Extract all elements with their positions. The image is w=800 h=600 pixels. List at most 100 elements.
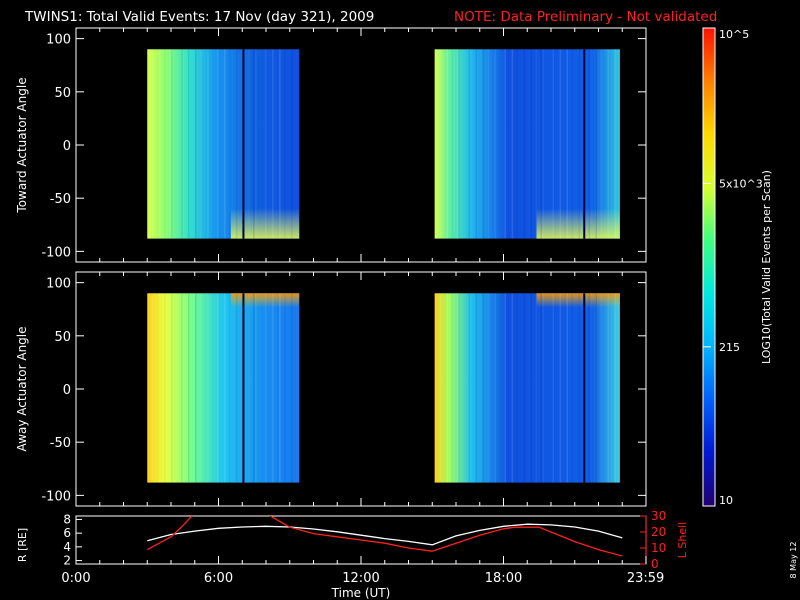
heatmap-striation — [445, 293, 446, 482]
colorbar-gradient — [702, 27, 716, 507]
heatmap-striation — [183, 49, 184, 238]
heatmap-striation — [588, 49, 590, 239]
heatmap-block — [147, 49, 300, 239]
heatmap-striation — [614, 49, 616, 239]
heatmap-striation — [456, 293, 458, 483]
heatmap-striation — [516, 293, 518, 483]
heatmap-striation — [600, 49, 602, 239]
heatmap-striation — [193, 49, 195, 239]
heatmap-striation — [468, 49, 470, 239]
heatmap-striation — [157, 49, 158, 238]
y-tick-label: 100 — [46, 33, 71, 48]
heatmap-striation — [296, 293, 297, 482]
heatmap-striation — [480, 49, 482, 239]
heatmap-striation — [219, 49, 221, 239]
heatmap-striation — [169, 293, 171, 483]
heatmap-striation — [552, 49, 554, 239]
heatmap-block — [434, 293, 620, 483]
heatmap-striation — [267, 49, 268, 238]
radius-line — [147, 523, 623, 546]
heatmap-striation — [590, 49, 592, 239]
heatmap-striation — [265, 293, 267, 483]
heatmap-striation — [529, 293, 530, 482]
heatmap-striation — [277, 293, 279, 483]
heatmap-striation — [152, 293, 154, 483]
heatmap-striation — [487, 49, 489, 239]
heatmap-striation — [578, 49, 580, 239]
heatmap-striation — [516, 49, 518, 239]
heatmap-striation — [458, 49, 460, 239]
x-tick-label: 23:59 — [627, 571, 664, 586]
y-tick-label: 4 — [63, 540, 71, 554]
time-axis-label: Time (UT) — [331, 586, 391, 600]
heatmap-striation — [229, 49, 231, 239]
heatmap-striation — [542, 49, 544, 239]
heatmap-striation — [255, 293, 257, 483]
heatmap-striation — [439, 49, 441, 239]
heatmap-striation — [451, 49, 453, 239]
y-tick-label: 6 — [63, 526, 71, 540]
toward-heatmap-panel: 100 50 0 -50 -100 Toward Actuator Angle — [15, 27, 647, 263]
colorbar-label: LOG10(Total Valid Events per Scan) — [760, 170, 773, 364]
data-gap-line — [583, 49, 586, 239]
y2-tick-label: 0 — [651, 557, 659, 571]
away-heatmap-panel: 100 50 0 -50 -100 Away Actuator Angle — [15, 271, 647, 507]
x-tick-label: 18:00 — [485, 571, 522, 586]
heatmap-striation — [253, 293, 255, 483]
heatmap-striation — [188, 49, 190, 239]
heatmap-striation — [439, 293, 441, 483]
heatmap-striation — [217, 49, 219, 239]
away-angle-label: Away Actuator Angle — [15, 326, 29, 451]
x-tick-label: 6:00 — [204, 571, 233, 586]
heatmap-striation — [555, 49, 556, 238]
heatmap-striation — [530, 49, 532, 239]
heatmap-block — [434, 49, 620, 239]
y-tick-label: -100 — [41, 245, 71, 260]
heatmap-striation — [540, 293, 542, 483]
heatmap-striation — [571, 49, 573, 239]
heatmap-striation — [504, 49, 506, 239]
heatmap-striation — [183, 293, 184, 482]
heatmap-striation — [229, 293, 231, 483]
heatmap-striation — [248, 293, 250, 483]
heatmap-striation — [159, 49, 161, 239]
heatmap-striation — [613, 293, 614, 482]
heatmap-highlight — [230, 208, 300, 239]
heatmap-striation — [159, 293, 161, 483]
y-tick-label: 50 — [54, 330, 71, 345]
heatmap-striation — [494, 293, 496, 483]
heatmap-striation — [212, 49, 213, 238]
heatmap-striation — [236, 49, 238, 239]
colorbar: 10 215 5x10^3 10^5 LOG10(Total Valid Events… — [702, 27, 773, 507]
heatmap-striation — [523, 49, 525, 239]
heatmap-striation — [248, 49, 250, 239]
heatmap-striation — [564, 49, 566, 239]
heatmap-striation — [272, 293, 274, 483]
heatmap-striation — [475, 49, 477, 239]
heatmap-striation — [614, 293, 616, 483]
heatmap-striation — [277, 49, 279, 239]
heatmap-striation — [506, 49, 508, 239]
heatmap-striation — [523, 293, 525, 483]
y-tick-label: 100 — [46, 277, 71, 292]
y2-tick-label: 20 — [651, 525, 666, 539]
lshell-line — [146, 516, 623, 557]
heatmap-striation — [291, 49, 293, 239]
date-stamp: 8 May 12 — [789, 542, 798, 579]
heatmap-striation — [471, 293, 472, 482]
heatmap-striation — [241, 293, 242, 482]
heatmap-striation — [171, 293, 173, 483]
heatmap-striation — [279, 49, 281, 239]
heatmap-striation — [511, 49, 513, 239]
heatmap-striation — [236, 293, 238, 483]
heatmap-striation — [181, 293, 183, 483]
x-tick-label: 0:00 — [61, 571, 90, 586]
toward-angle-label: Toward Actuator Angle — [15, 77, 29, 213]
figure-title: TWINS1: Total Valid Events: 17 Nov (day … — [24, 9, 374, 25]
heatmap-striation — [482, 49, 484, 239]
y-tick-label: 8 — [63, 512, 71, 526]
heatmap-striation — [193, 293, 195, 483]
heatmap-striation — [595, 49, 597, 239]
